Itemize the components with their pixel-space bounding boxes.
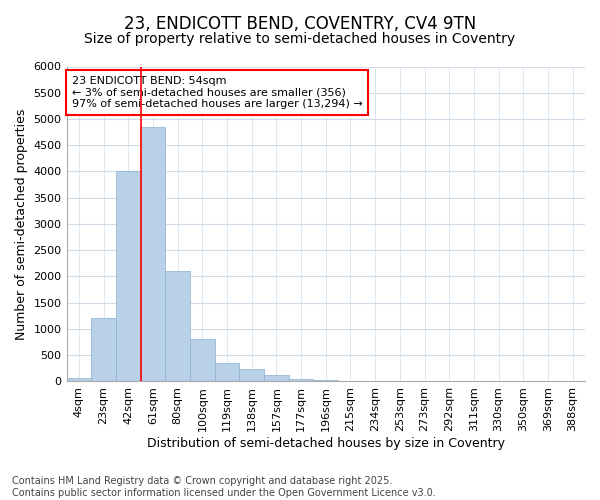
Bar: [313, 380, 338, 382]
Bar: [190, 340, 215, 382]
Bar: [67, 378, 91, 382]
Text: 23 ENDICOTT BEND: 54sqm
← 3% of semi-detached houses are smaller (356)
97% of se: 23 ENDICOTT BEND: 54sqm ← 3% of semi-det…: [72, 76, 362, 109]
X-axis label: Distribution of semi-detached houses by size in Coventry: Distribution of semi-detached houses by …: [147, 437, 505, 450]
Bar: [289, 379, 313, 382]
Bar: [165, 271, 190, 382]
Bar: [215, 363, 239, 382]
Text: Size of property relative to semi-detached houses in Coventry: Size of property relative to semi-detach…: [85, 32, 515, 46]
Bar: [116, 172, 140, 382]
Text: 23, ENDICOTT BEND, COVENTRY, CV4 9TN: 23, ENDICOTT BEND, COVENTRY, CV4 9TN: [124, 15, 476, 33]
Text: Contains HM Land Registry data © Crown copyright and database right 2025.
Contai: Contains HM Land Registry data © Crown c…: [12, 476, 436, 498]
Bar: [264, 375, 289, 382]
Bar: [239, 369, 264, 382]
Bar: [140, 127, 165, 382]
Y-axis label: Number of semi-detached properties: Number of semi-detached properties: [15, 108, 28, 340]
Bar: [91, 318, 116, 382]
